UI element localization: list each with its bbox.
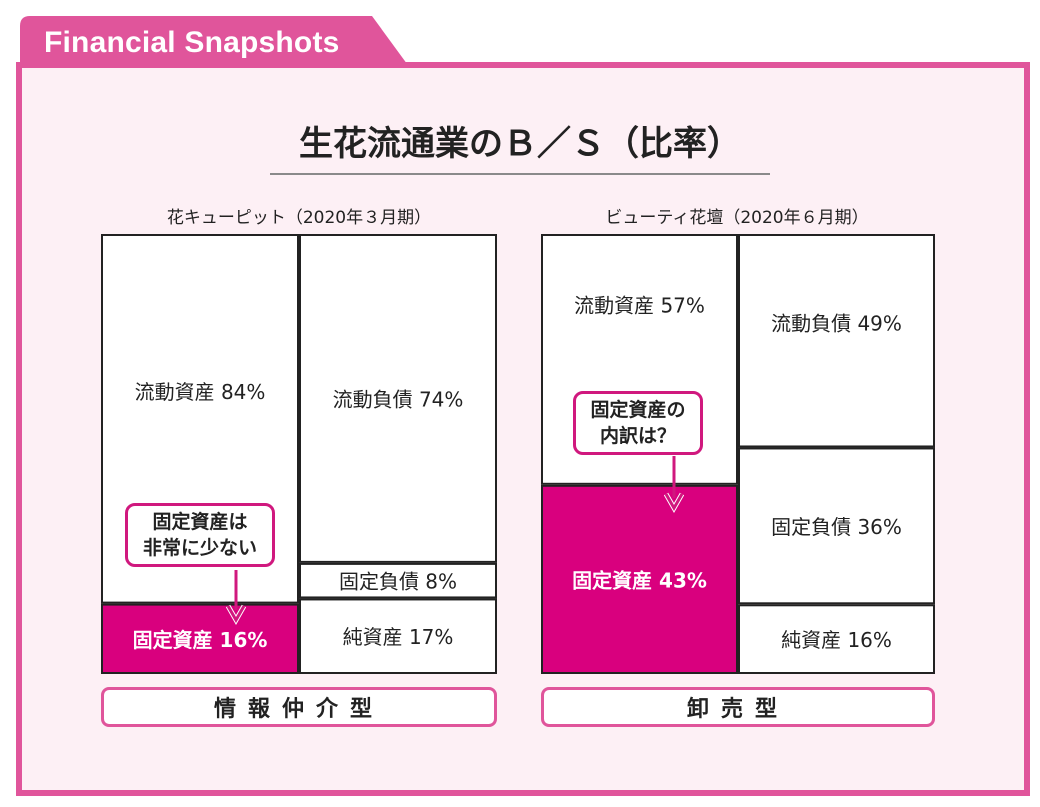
block-label-liabilities-0: 流動負債 74% — [333, 387, 464, 411]
block-label-assets-1: 固定資産 16% — [133, 628, 268, 652]
block-label-liabilities-2: 純資産 17% — [343, 625, 454, 649]
chart-title-left: 花キューピット（2020年３月期） — [166, 208, 432, 228]
callout-arrow-left — [226, 570, 246, 626]
block-label-liabilities-1: 固定負債 36% — [771, 515, 902, 539]
balance-sheet-chart-left: 流動資産 84% 固定資産 16% 流動負債 74% 固定負債 8% 純資産 17% — [101, 234, 497, 675]
callout-arrow-right — [664, 456, 684, 514]
callout-left: 固定資産は 非常に少ない — [125, 503, 275, 567]
block-label-assets-0: 流動資産 57% — [574, 293, 705, 317]
block-liabilities-2 — [299, 598, 497, 675]
block-liabilities-1 — [738, 447, 935, 605]
section-tab: Financial Snapshots — [20, 16, 410, 68]
block-label-assets-0: 流動資産 84% — [135, 380, 266, 404]
tab-label: Financial Snapshots — [44, 26, 340, 59]
block-liabilities-0 — [738, 234, 935, 448]
block-assets-1 — [101, 603, 299, 675]
block-liabilities-0 — [299, 234, 497, 563]
callout-right: 固定資産の 内訳は？ — [573, 391, 703, 455]
block-liabilities-1 — [299, 562, 497, 599]
callout-left-line2: 非常に少ない — [142, 537, 257, 559]
type-label-left: 情報仲介型 — [101, 687, 497, 727]
type-label-right: 卸売型 — [541, 687, 935, 727]
page-title: 生花流通業のＢ／Ｓ（比率） — [299, 124, 741, 164]
block-label-assets-1: 固定資産 43% — [572, 568, 707, 592]
tab-shape — [20, 16, 410, 68]
title-underline — [270, 173, 770, 175]
balance-sheet-svg-left: 流動資産 84% 固定資産 16% 流動負債 74% 固定負債 8% 純資産 17% — [101, 234, 497, 675]
block-label-liabilities-2: 純資産 16% — [781, 628, 892, 652]
chart-title-right: ビューティ花壇（2020年６月期） — [605, 208, 869, 228]
block-liabilities-2 — [738, 604, 935, 674]
callout-right-line2: 内訳は？ — [599, 425, 676, 447]
callout-left-line1: 固定資産は — [152, 511, 248, 533]
callout-right-line1: 固定資産の — [590, 399, 686, 421]
block-label-liabilities-1: 固定負債 8% — [339, 570, 457, 594]
block-label-liabilities-0: 流動負債 49% — [771, 312, 902, 336]
block-assets-1 — [541, 484, 738, 674]
